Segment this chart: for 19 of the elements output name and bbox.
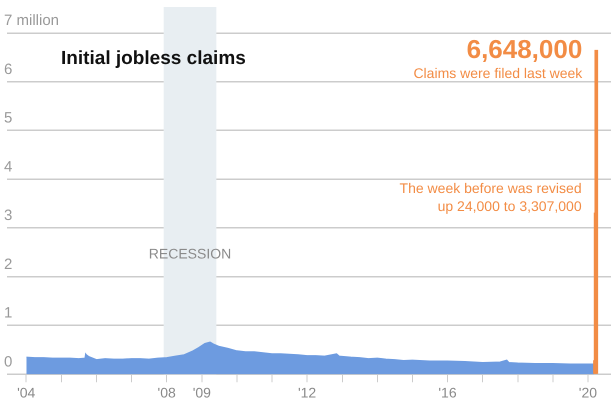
annotation: The week before was revised up 24,000 to 3,307,000 (400, 180, 582, 214)
y-tick-label: 4 (4, 158, 12, 176)
annotation: 6,648,000 (466, 34, 582, 64)
x-tick-label: '09 (192, 384, 212, 400)
y-tick-label: 2 (4, 256, 12, 273)
y-tick-label: 7 million (4, 12, 60, 30)
y-tick-label: 3 (4, 207, 12, 224)
y-tick-label: 0 (4, 353, 12, 370)
x-tick-label: '04 (17, 384, 36, 400)
band-label: RECESSION (148, 246, 232, 262)
x-tick-label: '12 (298, 384, 316, 400)
text: Initial jobless claims (61, 48, 246, 69)
x-tick-label: '20 (578, 384, 598, 400)
y-tick-label: 5 (4, 110, 12, 127)
y-tick-label: 1 (4, 304, 12, 322)
y-tick-label: 6 (4, 60, 12, 78)
x-tick-label: '16 (438, 384, 457, 400)
annotation: Claims were filed last week (413, 65, 584, 82)
x-tick-label: '08 (158, 384, 176, 400)
